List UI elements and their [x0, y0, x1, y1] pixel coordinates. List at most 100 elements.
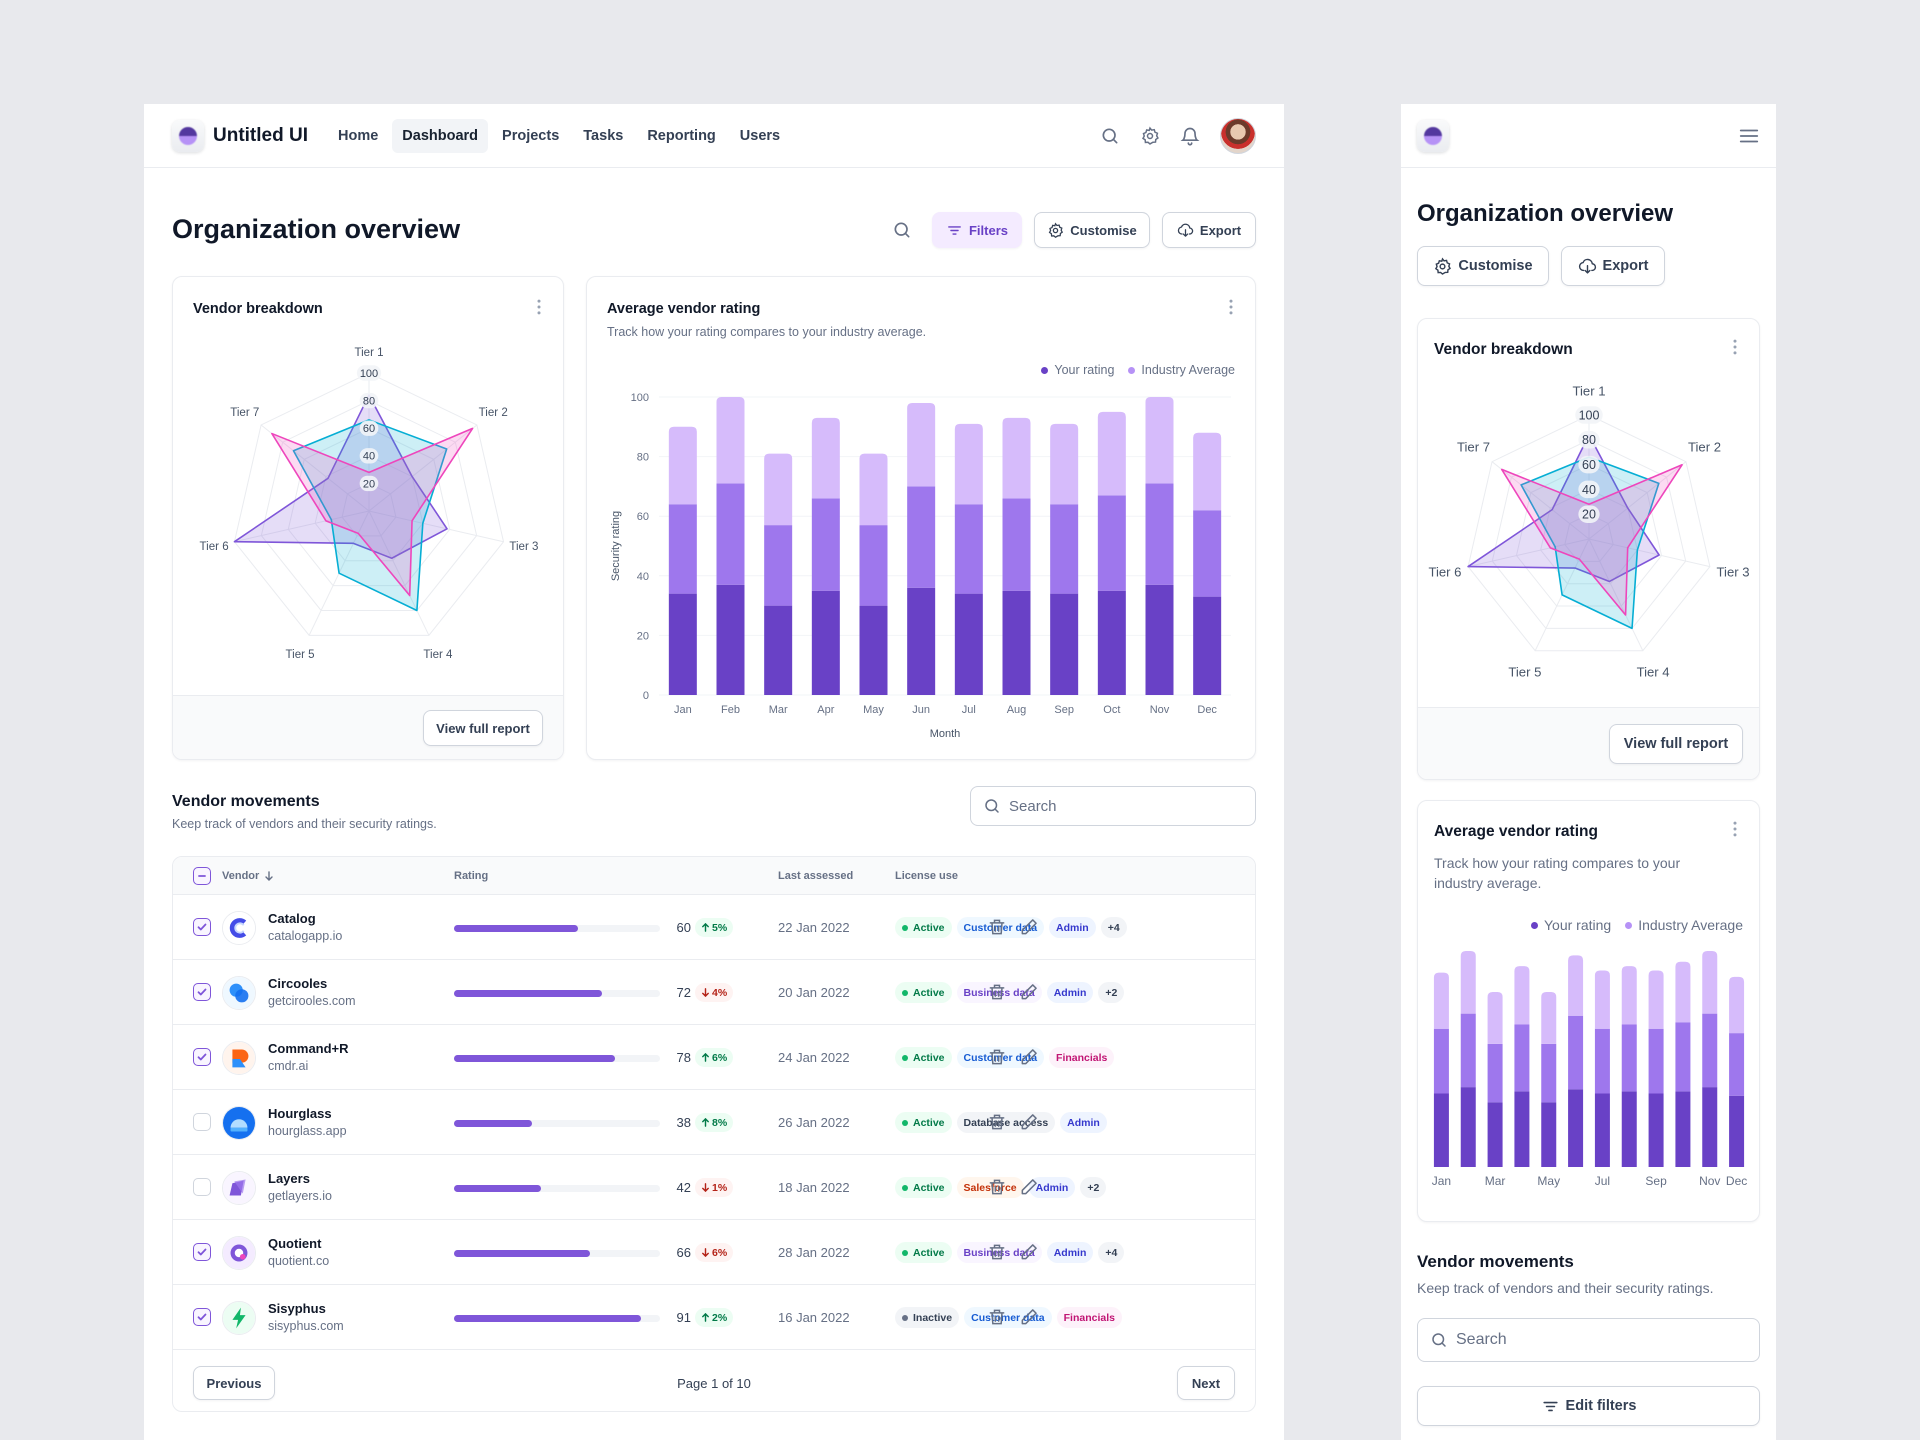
- bar-segment: [1541, 1102, 1557, 1167]
- search-icon[interactable]: [1100, 126, 1120, 146]
- customise-button[interactable]: Customise: [1417, 246, 1549, 286]
- edit-button[interactable]: [1019, 1047, 1039, 1067]
- export-label: Export: [1602, 258, 1649, 274]
- badge-label: Admin: [1053, 1246, 1087, 1259]
- radar-grid-ring: [1491, 439, 1687, 629]
- vendor-breakdown-card: Vendor breakdown 20 40 60 80 100 Tier 1 Tier 2…: [172, 276, 564, 760]
- customise-button[interactable]: Customise: [1034, 212, 1150, 248]
- delete-button[interactable]: [987, 1047, 1007, 1067]
- next-label: Next: [1191, 1375, 1221, 1391]
- filter-lines-icon: [948, 225, 961, 235]
- row-checkbox[interactable]: [193, 1308, 211, 1326]
- more-vertical-icon[interactable]: [1725, 819, 1745, 839]
- rating-bar: [454, 990, 660, 997]
- card-footer: View full report: [1418, 707, 1759, 779]
- more-vertical-icon[interactable]: [529, 297, 549, 317]
- bar-segment: [1675, 1022, 1691, 1092]
- rating-change-badge: 4%: [695, 983, 734, 1002]
- view-full-report-button[interactable]: View full report: [423, 710, 543, 746]
- badge-label: Customer data: [971, 1311, 1045, 1324]
- rating-change-value: 4%: [712, 986, 728, 999]
- rating-change-value: 2%: [712, 1311, 728, 1324]
- license-badge: Active: [895, 917, 952, 938]
- search-icon[interactable]: [892, 220, 912, 240]
- bar-segment: [764, 525, 793, 606]
- rating-change-badge: 8%: [695, 1113, 734, 1132]
- bar-segment: [811, 590, 840, 695]
- bar-segment: [1541, 1043, 1557, 1103]
- nav-link-home[interactable]: Home: [338, 127, 379, 144]
- export-label: Export: [1199, 222, 1242, 238]
- vendor-breakdown-card: Vendor breakdown 20 40 60 80 100 Tier 1 Tier 2…: [1417, 318, 1760, 780]
- brand-logo[interactable]: [1417, 119, 1449, 152]
- status-dot: [902, 924, 908, 931]
- radar-tick-label: 100: [360, 368, 378, 380]
- badge-label: Active: [913, 986, 945, 999]
- nav-link-projects[interactable]: Projects: [502, 127, 560, 144]
- search-input[interactable]: [1456, 1331, 1747, 1349]
- arrow-down-icon: [702, 1248, 709, 1257]
- delete-button[interactable]: [987, 1177, 1007, 1197]
- next-button[interactable]: Next: [1177, 1366, 1235, 1400]
- check-icon: [197, 923, 207, 931]
- delete-button[interactable]: [987, 982, 1007, 1002]
- select-all-checkbox[interactable]: [193, 867, 211, 885]
- user-avatar[interactable]: [1220, 117, 1256, 154]
- row-checkbox[interactable]: [193, 918, 211, 936]
- radar-tick-label: 80: [1582, 433, 1596, 447]
- column-vendor[interactable]: Vendor: [222, 870, 275, 882]
- brand-logo[interactable]: [172, 119, 204, 152]
- delete-button[interactable]: [987, 1307, 1007, 1327]
- search-input[interactable]: [1009, 797, 1243, 815]
- edit-button[interactable]: [1019, 982, 1039, 1002]
- more-vertical-icon[interactable]: [1725, 337, 1745, 357]
- card-title: Vendor breakdown: [193, 301, 323, 317]
- row-checkbox[interactable]: [193, 1113, 211, 1131]
- vendor-name: Layers: [268, 1171, 310, 1186]
- row-checkbox[interactable]: [193, 1243, 211, 1261]
- edit-filters-button[interactable]: Edit filters: [1417, 1386, 1760, 1426]
- more-vertical-icon[interactable]: [1221, 297, 1241, 317]
- search-icon: [1432, 1333, 1446, 1347]
- row-checkbox[interactable]: [193, 1048, 211, 1066]
- bar-segment: [1050, 423, 1079, 505]
- view-full-report-button[interactable]: View full report: [1609, 724, 1743, 764]
- cloud-download-icon: [1177, 223, 1194, 237]
- x-tick-label: Sep: [1645, 1174, 1667, 1188]
- edit-button[interactable]: [1019, 1242, 1039, 1262]
- nav-link-reporting[interactable]: Reporting: [647, 127, 716, 144]
- radar-tick-label: 60: [1582, 458, 1596, 472]
- column-rating: Rating: [454, 870, 489, 882]
- delete-button[interactable]: [987, 1112, 1007, 1132]
- x-tick-label: Dec: [1197, 704, 1217, 716]
- settings-icon[interactable]: [1140, 126, 1160, 146]
- nav-link-dashboard[interactable]: Dashboard: [392, 118, 489, 153]
- export-button[interactable]: Export: [1561, 246, 1665, 286]
- edit-button[interactable]: [1019, 917, 1039, 937]
- customise-label: Customise: [1070, 222, 1137, 238]
- row-checkbox[interactable]: [193, 983, 211, 1001]
- delete-button[interactable]: [987, 1242, 1007, 1262]
- nav-link-users[interactable]: Users: [739, 127, 781, 144]
- delete-button[interactable]: [987, 917, 1007, 937]
- badge-label: Active: [913, 1181, 945, 1194]
- edit-button[interactable]: [1019, 1307, 1039, 1327]
- badge-label: Active: [913, 1051, 945, 1064]
- edit-button[interactable]: [1019, 1112, 1039, 1132]
- nav-link-tasks[interactable]: Tasks: [583, 127, 624, 144]
- badge-label: Active: [913, 921, 945, 934]
- bar-segment: [1594, 1093, 1610, 1167]
- bell-icon[interactable]: [1180, 126, 1200, 146]
- row-checkbox[interactable]: [193, 1178, 211, 1196]
- menu-icon[interactable]: [1738, 125, 1760, 147]
- bar-segment: [1002, 590, 1031, 695]
- radar-tick-label: 20: [1582, 508, 1596, 522]
- export-button[interactable]: Export: [1162, 212, 1256, 248]
- filters-button[interactable]: Filters: [932, 212, 1022, 248]
- radar-grid-ring: [1467, 414, 1711, 652]
- edit-button[interactable]: [1019, 1177, 1039, 1197]
- badge-label: Customer data: [963, 921, 1038, 934]
- card-footer: View full report: [173, 695, 563, 759]
- previous-button[interactable]: Previous: [193, 1366, 275, 1400]
- radar-tick-pill: [1578, 480, 1600, 499]
